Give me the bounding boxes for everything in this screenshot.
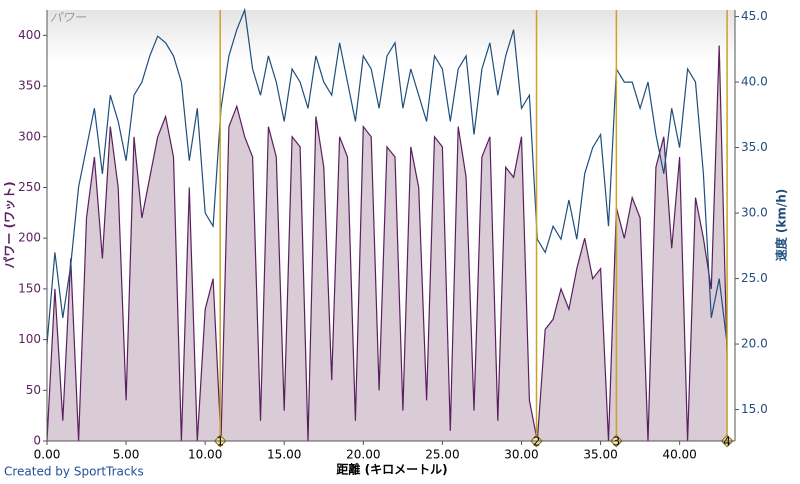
y2-tick-label: 45.0 [741,9,768,23]
chart-title: パワー [50,11,87,25]
x-tick-label: 10.00 [188,448,222,462]
x-tick-label: 15.00 [267,448,301,462]
y2-tick-label: 20.0 [741,337,768,351]
power-line [46,45,728,442]
x-tick-label: 35.00 [583,448,617,462]
footer: Created by SportTracks [4,465,144,479]
y-tick-label: 0 [33,434,41,448]
x-tick-label: 25.00 [425,448,459,462]
y2-tick-label: 30.0 [741,206,768,220]
x-tick-label: 40.00 [662,448,696,462]
y2-axis-label: 速度 (km/h) [774,189,789,262]
y-tick-label: 200 [18,231,41,245]
y-axis-label: パワー (ワット) [3,181,17,268]
y-tick-label: 50 [26,383,41,397]
x-tick-label: 20.00 [346,448,380,462]
y-tick-label: 250 [18,180,41,194]
y2-tick-label: 40.0 [741,75,768,89]
y-tick-label: 300 [18,129,41,143]
y2-tick-label: 35.0 [741,140,768,154]
x-tick-label: 30.00 [504,448,538,462]
x-axis-label: 距離 (キロメートル) [336,462,447,477]
y2-tick-label: 15.0 [741,402,768,416]
y-tick-label: 350 [18,79,41,93]
y-tick-label: 400 [18,28,41,42]
x-tick-label: 0.00 [34,448,61,462]
speed-line [46,7,728,345]
y-tick-label: 100 [18,332,41,346]
x-tick-label: 5.00 [113,448,140,462]
y-tick-label: 150 [18,281,41,295]
power-area [47,45,728,441]
y2-tick-label: 25.0 [741,271,768,285]
